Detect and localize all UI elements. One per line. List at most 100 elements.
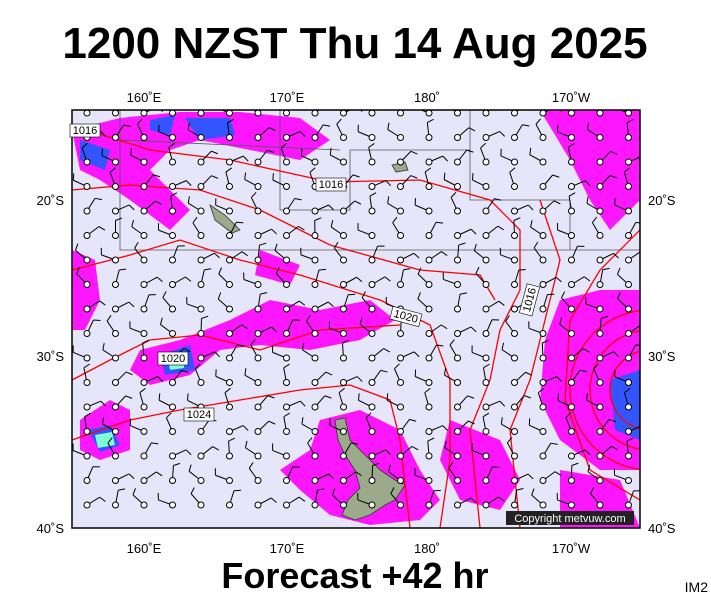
wind-barb-part (197, 305, 205, 313)
wind-barb-part (626, 119, 634, 124)
wind-barb-part (425, 428, 433, 435)
wind-barb-part (102, 342, 105, 351)
wind-barb-part (118, 488, 126, 491)
wind-barb-part (340, 501, 347, 509)
wind-barb-part (226, 428, 233, 435)
wind-barb-part (392, 95, 396, 101)
wind-barb-part (311, 110, 319, 117)
wind-barb-part (237, 344, 245, 347)
wind-barb-part (283, 330, 290, 337)
wind-barb-part (542, 339, 549, 344)
wind-barb-part (226, 158, 233, 166)
wind-barb-part (468, 127, 476, 132)
wind-barb-part (482, 110, 490, 117)
wind-barbs (72, 95, 640, 509)
wind-barb-part (425, 501, 433, 509)
wind-barb-part (449, 339, 455, 346)
wind-barb-part (283, 232, 290, 239)
wind-barb-part (169, 207, 176, 215)
wind-barb-part (368, 428, 376, 435)
wind-barb-part (134, 241, 139, 249)
wind-barb-part (586, 196, 589, 204)
wind-barb-part (268, 420, 276, 425)
wind-barb-part (185, 180, 192, 186)
wind-barb-part (123, 124, 131, 128)
wind-barb-part (482, 354, 490, 362)
wind-barb-part (397, 134, 404, 141)
wind-barb-part (482, 452, 490, 460)
wind-barb-part (417, 292, 421, 300)
wind-barb-part (625, 158, 632, 166)
right-axis-label: 40˚S (648, 521, 676, 536)
wind-barb-part (340, 207, 347, 215)
wind-barb-part (225, 167, 232, 173)
wind-barb-part (197, 452, 205, 460)
wind-barb-part (227, 118, 234, 124)
wind-barb-part (112, 305, 119, 313)
wind-barb-part (83, 207, 91, 215)
wind-barb-part (274, 243, 278, 251)
wind-barb-part (311, 354, 319, 362)
wind-barb-part (524, 395, 531, 399)
wind-barb-part (100, 131, 107, 137)
wind-barb-part (368, 330, 376, 337)
wind-barb-part (482, 232, 490, 239)
wind-barb-part (511, 281, 518, 288)
wind-barb-part (241, 324, 248, 329)
wind-barb-part (254, 207, 262, 215)
wind-barb-part (244, 368, 247, 376)
wind-barb-part (194, 363, 201, 370)
wind-barb-part (596, 379, 604, 386)
left-axis-label: 20˚S (37, 193, 65, 208)
wind-barb-part (454, 183, 461, 190)
wind-barb-part (83, 501, 91, 509)
wind-barb-part (539, 158, 547, 166)
wind-barb-part (533, 241, 539, 249)
top-axis-label: 170˚W (552, 90, 591, 105)
wind-barb-part (513, 217, 521, 221)
wind-barb-part (506, 437, 513, 444)
wind-barb-part (155, 200, 162, 205)
wind-barb-part (226, 354, 233, 362)
wind-barb-part (625, 256, 632, 264)
wind-barb-part (280, 142, 287, 149)
wind-barb-part (596, 281, 604, 288)
wind-barb-part (197, 379, 205, 386)
wind-barb-part (530, 220, 533, 228)
wind-barb-part (250, 192, 257, 198)
wind-barb-part (311, 477, 319, 484)
wind-barb-part (368, 477, 376, 484)
wind-barb-part (197, 477, 205, 484)
wind-barb-part (480, 142, 486, 149)
wind-barb-part (267, 149, 275, 153)
wind-barb-part (539, 354, 547, 362)
wind-barb-part (197, 281, 205, 288)
wind-barb-part (311, 256, 319, 264)
wind-barb-part (625, 403, 632, 411)
wind-barb-part (169, 232, 176, 239)
wind-barb-part (354, 200, 362, 205)
wind-barb-part (568, 143, 575, 148)
wind-barb-part (568, 428, 575, 435)
wind-barb-part (511, 110, 518, 117)
wind-barb-part (397, 428, 404, 435)
wind-barb-part (340, 330, 347, 337)
wind-barb-part (608, 419, 616, 422)
wind-barb-part (592, 95, 596, 101)
wind-barb-part (568, 256, 575, 264)
wind-barb-part (425, 183, 433, 190)
wind-barb-part (397, 158, 404, 166)
wind-barb-part (518, 269, 526, 271)
wind-barb-part (617, 292, 621, 299)
wind-barb-part (617, 267, 621, 275)
wind-barb-part (228, 437, 236, 442)
wind-barb-part (311, 232, 319, 239)
wind-barb-part (201, 315, 209, 319)
boundaries (119, 110, 640, 251)
wind-barb-part (140, 379, 148, 386)
wind-barb-part (482, 281, 490, 288)
wind-barb-part (125, 395, 133, 399)
wind-barb-part (217, 292, 222, 300)
wind-barb-part (553, 200, 561, 205)
wind-barb-part (497, 225, 505, 231)
